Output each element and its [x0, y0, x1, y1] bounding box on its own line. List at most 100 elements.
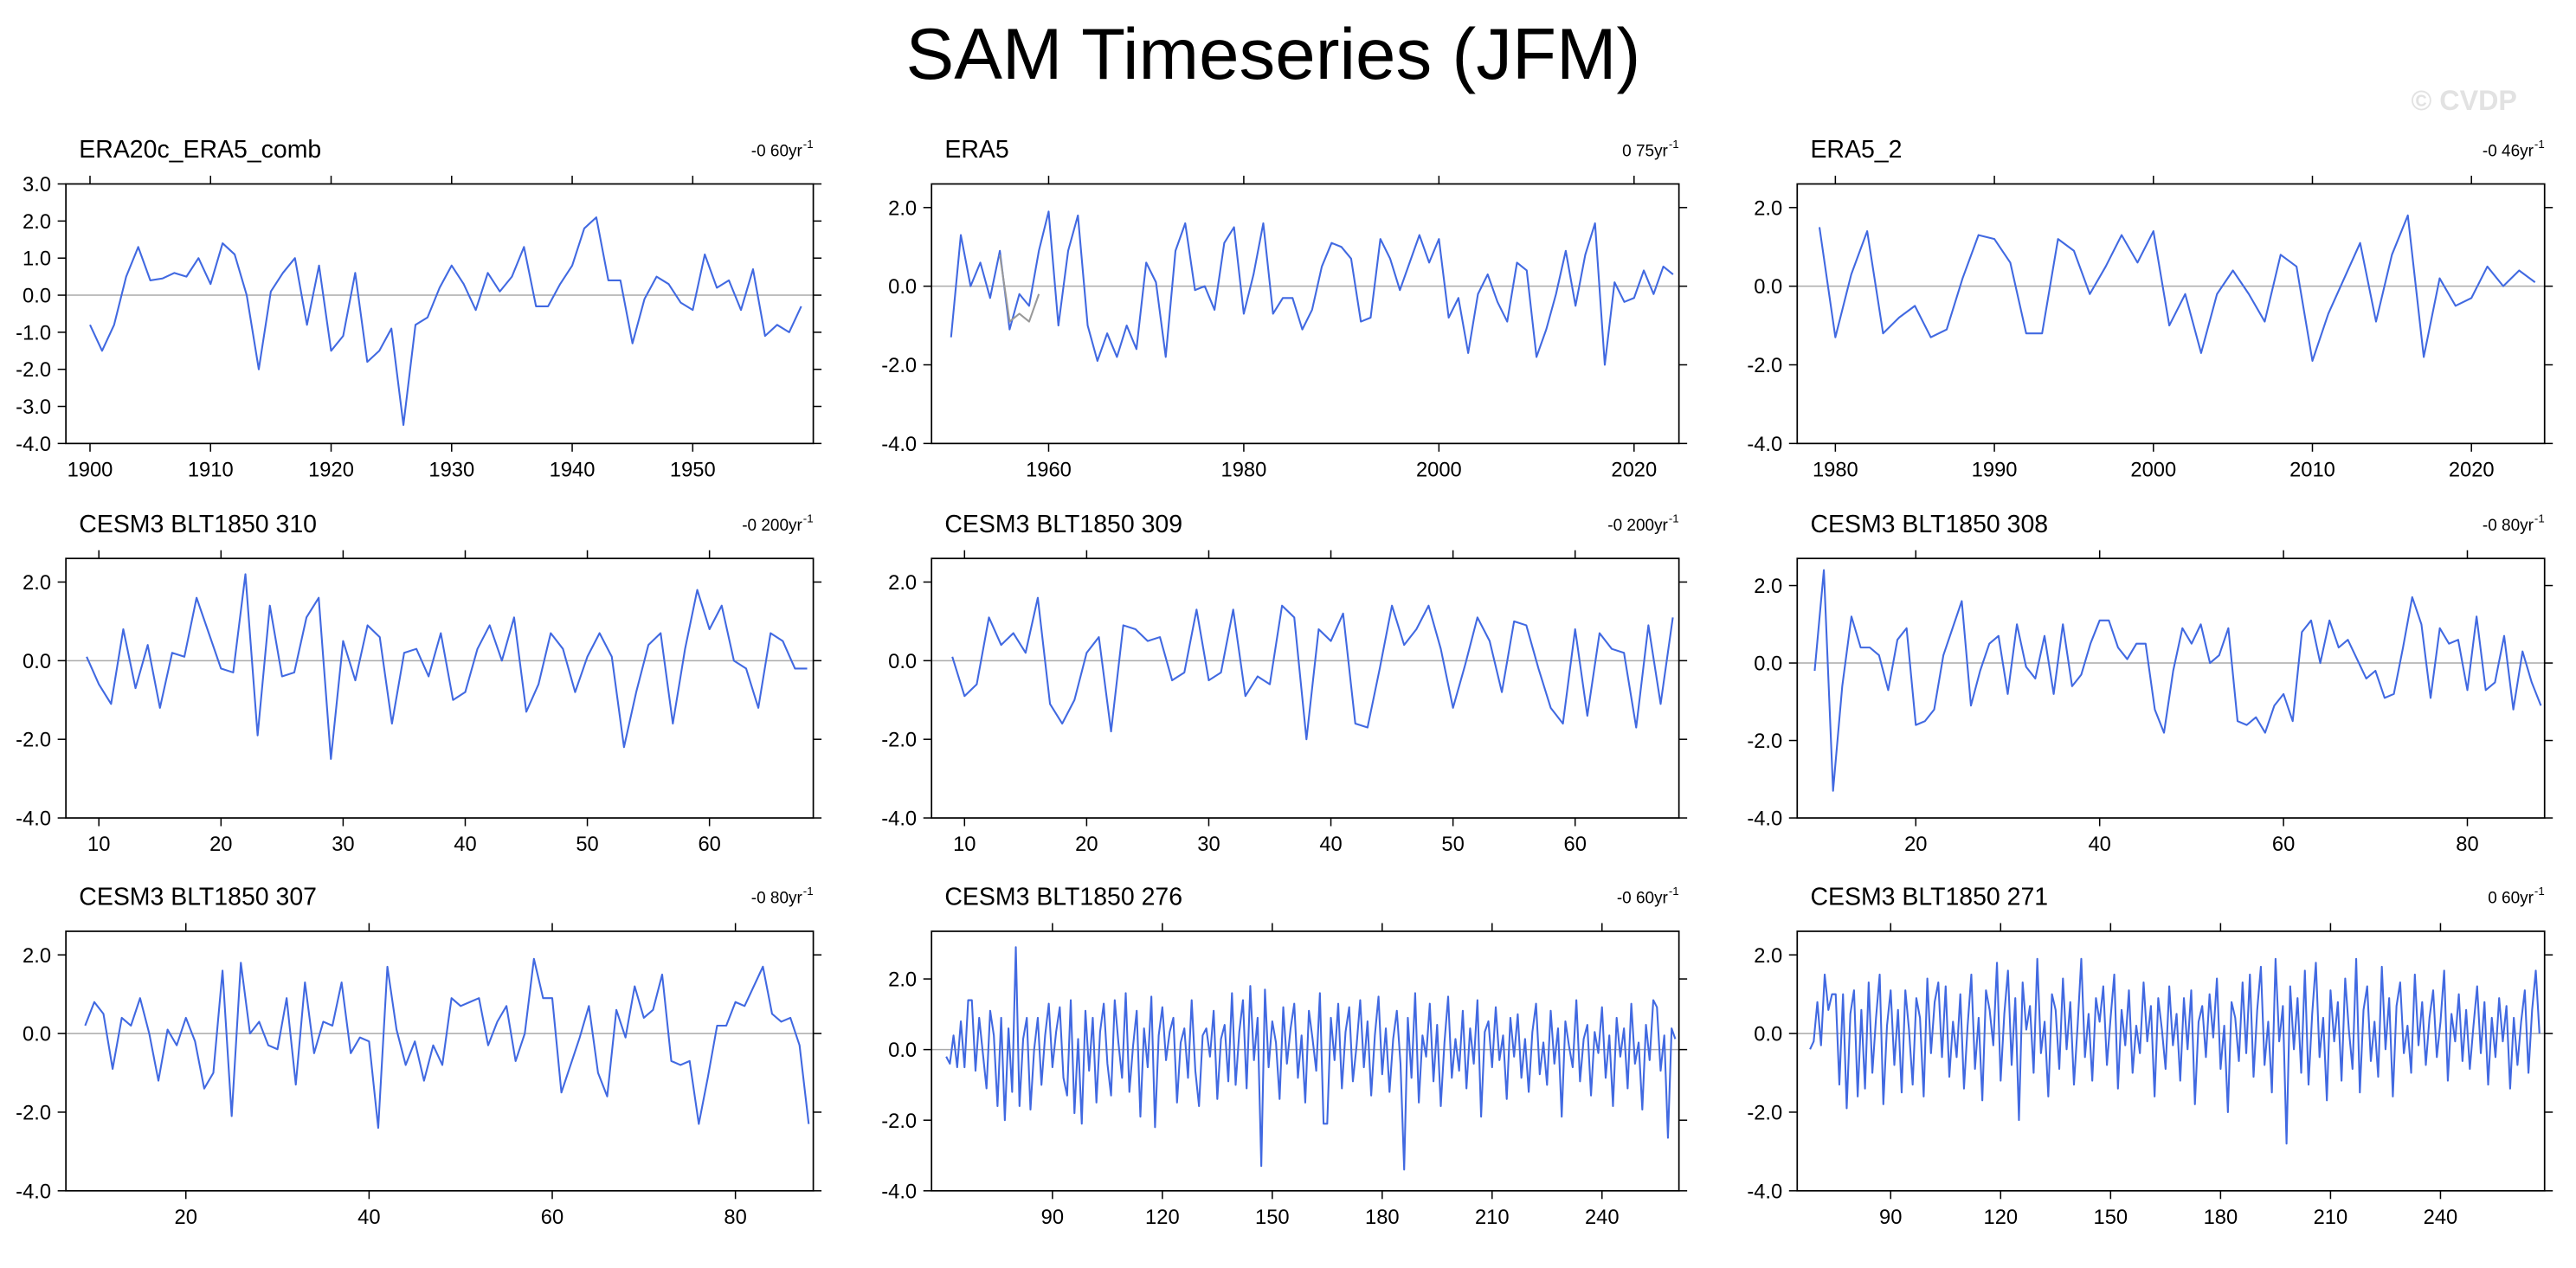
panel-title: CESM3 BLT1850 308	[1810, 511, 2048, 538]
x-tick-label: 20	[1904, 834, 1927, 856]
trend-label: -0 60yr	[751, 142, 802, 160]
panel-title: CESM3 BLT1850 307	[79, 884, 317, 911]
y-tick-label: 1.0	[23, 248, 51, 271]
y-tick-label: 0.0	[23, 286, 51, 308]
y-tick-label: 2.0	[888, 572, 917, 595]
x-tick-label: 210	[2314, 1207, 2348, 1229]
y-tick-label: -4.0	[1747, 808, 1782, 831]
x-tick-label: 2020	[2449, 459, 2495, 481]
trend-label: -0 200yr	[742, 517, 802, 535]
trend-exponent: -1	[1669, 885, 1679, 898]
y-tick-label: 0.0	[1754, 653, 1782, 676]
y-tick-label: -2.0	[881, 1110, 917, 1133]
x-tick-label: 40	[454, 834, 476, 856]
trend-label: -0 60yr	[1617, 890, 1668, 908]
panel: ERA20c_ERA5_comb -1-0 60yr -4.0 -3.0 -2.0 -1.…	[16, 136, 822, 481]
plot-frame	[1796, 557, 2546, 819]
data-line	[1813, 569, 2542, 792]
y-tick-label: -2.0	[16, 359, 51, 382]
x-tick-label: 1960	[1026, 459, 1072, 481]
y-tick-label: 2.0	[1754, 197, 1782, 220]
panel: CESM3 BLT1850 309 -1-0 200yr -4.0 -2.0 0.0 2.…	[881, 511, 1688, 856]
panel-title: CESM3 BLT1850 310	[79, 511, 317, 538]
x-tick-label: 60	[541, 1207, 564, 1229]
x-tick-label: 90	[1041, 1207, 1064, 1229]
x-tick-label: 1980	[1221, 459, 1267, 481]
trend-exponent: -1	[1669, 512, 1679, 525]
x-tick-label: 2000	[2130, 459, 2176, 481]
figure-title: SAM Timeseries (JFM)	[906, 13, 1641, 94]
x-tick-label: 60	[698, 834, 720, 856]
x-tick-label: 20	[175, 1207, 197, 1229]
y-tick-label: 3.0	[23, 174, 51, 196]
panel: ERA5_2 -1-0 46yr -4.0 -2.0 0.0 2.0 1980 1990 200…	[1747, 136, 2553, 481]
trend-label: -0 80yr	[2483, 517, 2534, 535]
y-tick-label: 0.0	[23, 1024, 51, 1046]
data-line	[950, 210, 1674, 366]
y-tick-label: 2.0	[23, 572, 51, 595]
trend-exponent: -1	[2534, 138, 2545, 151]
x-tick-label: 20	[209, 834, 232, 856]
y-tick-label: -4.0	[881, 808, 917, 831]
panel: ERA5 -10 75yr -4.0 -2.0 0.0 2.0 1960 1980 2000 20…	[881, 136, 1688, 481]
trend-exponent: -1	[2534, 885, 2545, 898]
x-tick-label: 1980	[1813, 459, 1858, 481]
panel-title: ERA20c_ERA5_comb	[79, 136, 321, 164]
trend-label: -0 200yr	[1607, 517, 1668, 535]
y-tick-label: -2.0	[881, 355, 917, 377]
trend-label: -0 46yr	[2483, 142, 2534, 160]
y-tick-label: -2.0	[16, 1102, 51, 1124]
x-tick-label: 10	[953, 834, 976, 856]
data-line	[945, 946, 1677, 1171]
y-tick-label: -2.0	[16, 730, 51, 752]
x-tick-label: 2020	[1611, 459, 1657, 481]
y-tick-label: -4.0	[881, 1181, 917, 1203]
trend-exponent: -1	[803, 512, 814, 525]
x-tick-label: 30	[1197, 834, 1220, 856]
y-tick-label: 0.0	[888, 651, 917, 673]
watermark: © CVDP	[2412, 85, 2517, 116]
trend-exponent: -1	[2534, 512, 2545, 525]
y-tick-label: 0.0	[23, 651, 51, 673]
panel: CESM3 BLT1850 310 -1-0 200yr -4.0 -2.0 0.0 2.…	[16, 511, 822, 856]
plot-frame	[65, 930, 815, 1192]
x-tick-label: 60	[1564, 834, 1587, 856]
panel: CESM3 BLT1850 271 -10 60yr -4.0 -2.0 0.0 2.0 9…	[1747, 884, 2553, 1229]
panel: CESM3 BLT1850 276 -1-0 60yr -4.0 -2.0 0.0 2.0…	[881, 884, 1688, 1229]
plot-frame	[1796, 183, 2546, 445]
x-tick-label: 90	[1879, 1207, 1902, 1229]
x-tick-label: 1990	[1972, 459, 2018, 481]
y-tick-label: 0.0	[888, 276, 917, 299]
trend-label: 0 60yr	[2488, 890, 2534, 908]
x-tick-label: 240	[1585, 1207, 1620, 1229]
trend-label: 0 75yr	[1622, 142, 1668, 160]
plot-frame	[65, 183, 815, 445]
x-tick-label: 2010	[2289, 459, 2335, 481]
data-line	[86, 573, 808, 760]
x-tick-label: 10	[87, 834, 110, 856]
x-tick-label: 180	[2204, 1207, 2238, 1229]
y-tick-label: -4.0	[1747, 434, 1782, 456]
data-line	[84, 957, 810, 1130]
panel-title: ERA5	[944, 136, 1008, 164]
plot-frame	[931, 557, 1680, 819]
x-tick-label: 240	[2424, 1207, 2458, 1229]
x-tick-label: 40	[357, 1207, 380, 1229]
trend-label: -0 80yr	[751, 890, 802, 908]
y-tick-label: 2.0	[23, 945, 51, 968]
y-tick-label: -4.0	[881, 434, 917, 456]
x-tick-label: 1940	[550, 459, 596, 481]
x-tick-label: 40	[1319, 834, 1342, 856]
y-tick-label: 2.0	[1754, 945, 1782, 968]
x-tick-label: 50	[576, 834, 598, 856]
x-tick-label: 1920	[308, 459, 354, 481]
y-tick-label: 0.0	[888, 1040, 917, 1062]
x-tick-label: 80	[724, 1207, 746, 1229]
y-tick-label: -2.0	[1747, 355, 1782, 377]
trend-exponent: -1	[803, 885, 814, 898]
plot-frame	[931, 183, 1680, 445]
y-tick-label: 2.0	[888, 197, 917, 220]
data-line	[89, 216, 802, 426]
